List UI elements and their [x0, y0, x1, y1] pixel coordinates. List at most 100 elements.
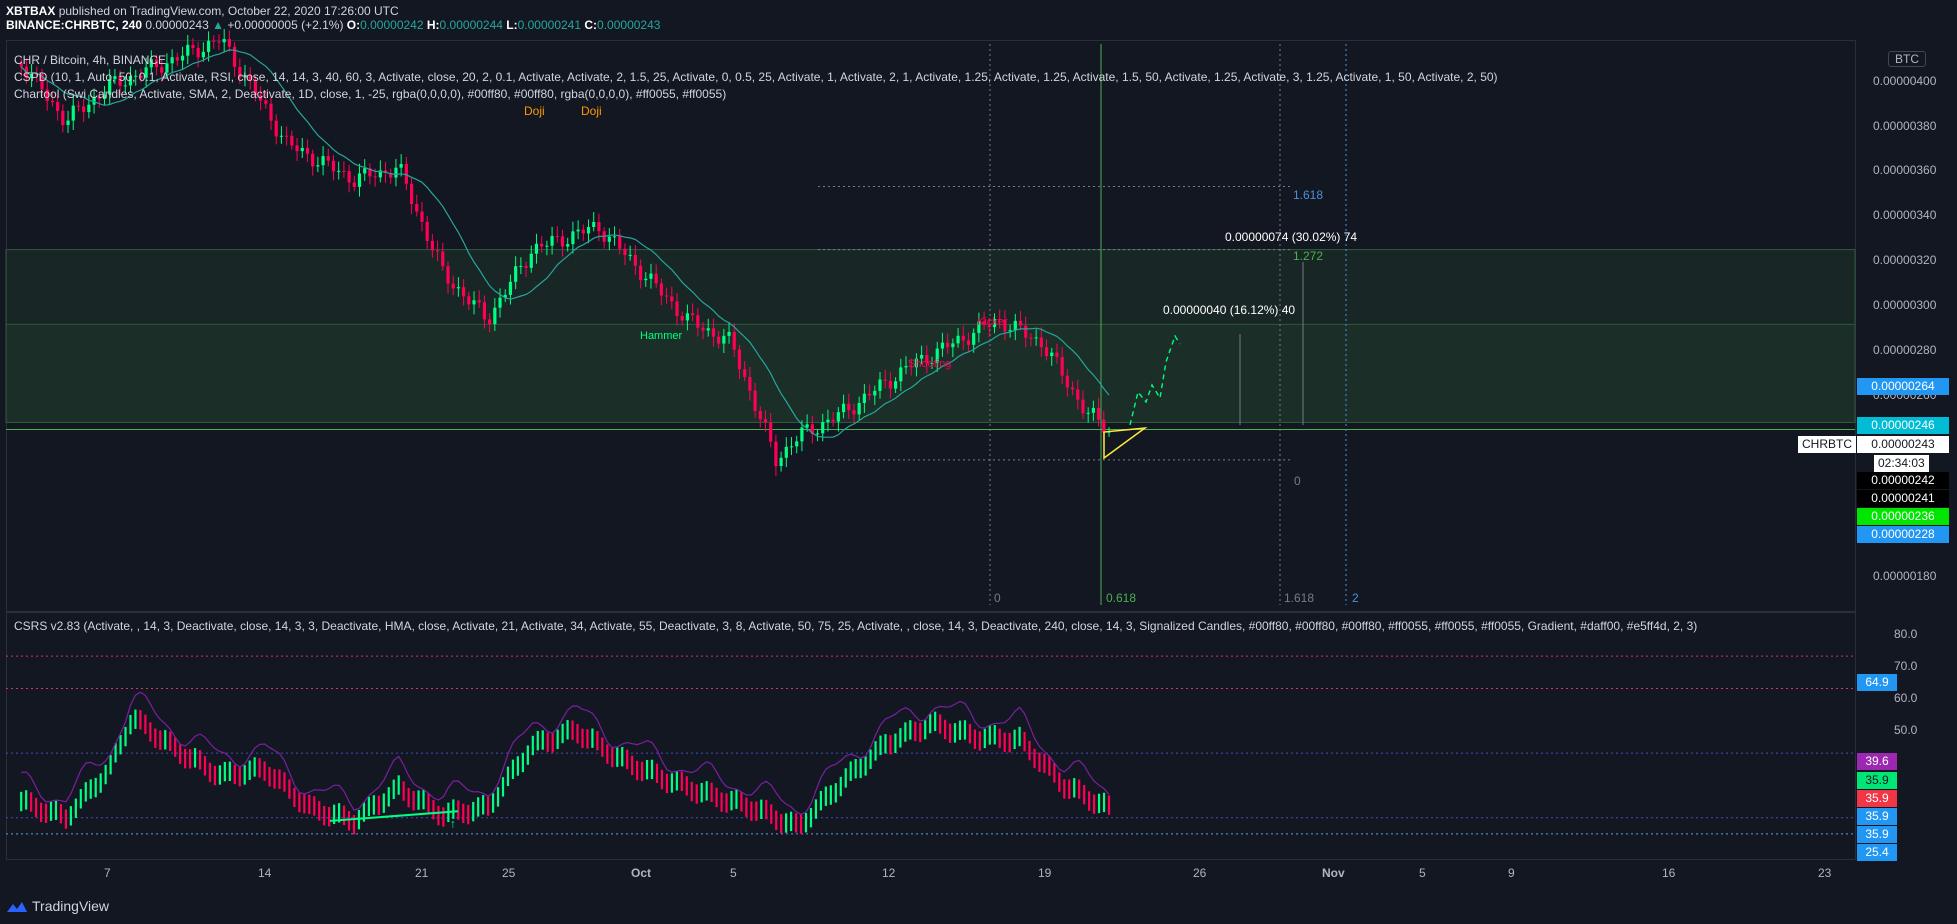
- candle-body: [175, 57, 179, 61]
- csrs-legend[interactable]: CSRS v2.83 (Activate, , 14, 3, Deactivat…: [14, 619, 1698, 633]
- brand-name[interactable]: TradingView: [32, 898, 110, 914]
- candle-body: [1003, 319, 1007, 332]
- time-label: 23: [1818, 866, 1832, 880]
- time-label: 16: [1662, 866, 1676, 880]
- open-value: 0.00000242: [360, 18, 424, 32]
- low-value: 0.00000241: [517, 18, 582, 32]
- candle-body: [446, 266, 450, 284]
- candle-body: [940, 342, 945, 349]
- candle-body: [508, 281, 513, 295]
- candle-body: [607, 236, 611, 242]
- currency-badge[interactable]: BTC: [1888, 51, 1926, 67]
- candle-body: [576, 229, 580, 232]
- candle-body: [290, 135, 294, 146]
- candle-body: [633, 254, 637, 266]
- rsi-tag-396: 39.6: [1857, 753, 1897, 770]
- cspd-legend[interactable]: CSPD (10, 1, Auto, 50, 0.1, Activate, RS…: [14, 70, 1498, 84]
- time-label: Oct: [631, 866, 652, 880]
- candle-body: [946, 342, 950, 348]
- price-tick: 0.00000340: [1873, 208, 1937, 222]
- triangle-pattern: [1103, 426, 1148, 460]
- candle-body: [259, 95, 263, 101]
- candle-body: [519, 265, 523, 267]
- open-label: O:: [346, 18, 361, 32]
- symbol-label: BINANCE:CHRBTC, 240: [6, 18, 143, 32]
- candle-body: [311, 153, 315, 167]
- time-label: 5: [730, 866, 737, 880]
- candle-body: [623, 248, 627, 256]
- candle-body: [920, 354, 924, 359]
- candle-body: [191, 44, 195, 48]
- candle-body: [638, 265, 643, 281]
- candle-body: [873, 390, 877, 396]
- time-label: 26: [1193, 866, 1207, 880]
- hammer-label: Hammer: [640, 330, 683, 342]
- candle-body: [514, 266, 518, 282]
- candle-body: [836, 412, 840, 422]
- chartool-legend[interactable]: Chartool (Swi Candles, Activate, SMA, 2,…: [14, 87, 727, 101]
- candle-body: [248, 74, 252, 81]
- candle-body: [737, 349, 742, 370]
- countdown-tag: 02:34:03: [1874, 455, 1929, 472]
- candle-body: [1034, 337, 1038, 339]
- candle-body: [206, 40, 211, 52]
- candle-body: [108, 79, 112, 95]
- candle-body: [342, 170, 346, 172]
- candle-body: [357, 173, 362, 187]
- candle-body: [998, 319, 1002, 321]
- candle-body: [805, 424, 809, 428]
- candle-body: [389, 172, 393, 178]
- candle-body: [399, 163, 403, 168]
- candle-body: [243, 74, 247, 78]
- candle-body: [956, 335, 960, 344]
- candle-body: [435, 250, 440, 252]
- candle-body: [477, 300, 481, 303]
- candle-body: [659, 283, 663, 296]
- candle-body: [425, 221, 429, 241]
- candle-body: [982, 321, 986, 325]
- candle-body: [404, 163, 408, 184]
- candle-body: [784, 446, 788, 458]
- candle-body: [269, 103, 273, 121]
- candle-body: [1086, 412, 1090, 414]
- price-tag-243: 0.00000243: [1857, 436, 1949, 453]
- publisher-username[interactable]: XBTBAX: [6, 4, 56, 18]
- candle-body: [696, 315, 700, 328]
- candle-body: [160, 67, 164, 73]
- candle-body: [545, 245, 549, 247]
- price-tag-246: 0.00000246: [1857, 417, 1949, 434]
- candle-body: [279, 135, 284, 137]
- candle-body: [113, 76, 117, 80]
- candle-body: [352, 182, 356, 187]
- candle-body: [1065, 375, 1069, 388]
- candle-body: [180, 55, 185, 61]
- candle-body: [685, 313, 690, 321]
- time-label: 21: [415, 866, 429, 880]
- candle-body: [134, 75, 138, 77]
- candle-body: [128, 75, 133, 86]
- candle-body: [144, 67, 148, 78]
- candle-body: [795, 441, 799, 447]
- candle-body: [462, 287, 466, 297]
- candle-body: [852, 410, 856, 415]
- candle-body: [274, 120, 278, 137]
- price-tick: 0.00000380: [1873, 119, 1937, 133]
- candle-body: [1060, 356, 1064, 376]
- candle-body: [441, 251, 445, 267]
- publish-line: XBTBAX published on TradingView.com, Oct…: [6, 4, 399, 18]
- time-label: 7: [104, 866, 111, 880]
- price-tag-264: 0.00000264: [1857, 378, 1949, 395]
- candle-body: [305, 147, 310, 154]
- candle-body: [295, 145, 299, 152]
- candle-body: [1076, 389, 1080, 400]
- candle-body: [841, 403, 846, 413]
- candle-body: [534, 243, 539, 254]
- candle-body: [560, 236, 565, 247]
- candle-body: [467, 296, 471, 305]
- time-label: Nov: [1322, 866, 1345, 880]
- price-tick: 0.00000400: [1873, 74, 1937, 88]
- candle-body: [743, 369, 747, 378]
- candle-body: [482, 302, 487, 320]
- candle-body: [498, 297, 502, 308]
